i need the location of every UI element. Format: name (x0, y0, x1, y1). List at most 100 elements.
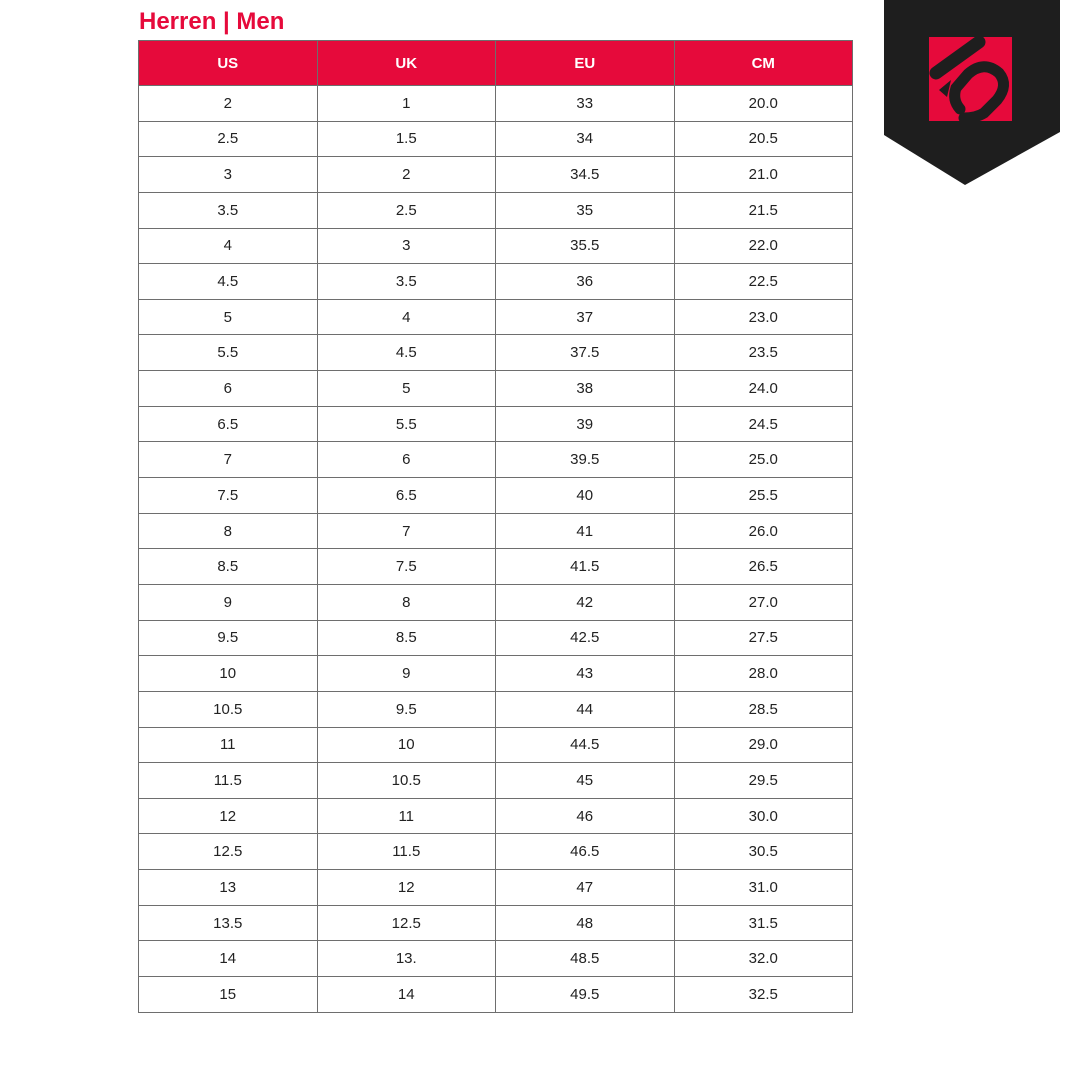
table-row: 4.5 3.5 36 22.5 (138, 263, 853, 300)
cell-us: 11.5 (138, 762, 318, 799)
cell-uk: 12.5 (316, 904, 496, 942)
cell-uk: 9 (316, 655, 496, 692)
table-row: 2.5 1.5 34 20.5 (138, 120, 853, 158)
cell-uk: 2.5 (316, 191, 496, 229)
cell-cm: 21.0 (673, 156, 853, 193)
cell-eu: 37.5 (495, 334, 675, 372)
cell-uk: 7 (316, 512, 496, 550)
table-row: 6 5 38 24.0 (138, 370, 853, 407)
cell-us: 13.5 (138, 904, 318, 942)
cell-eu: 35 (495, 191, 675, 229)
table-row: 9 8 42 27.0 (138, 583, 853, 621)
cell-us: 10 (138, 655, 318, 692)
table-row: 10.5 9.5 44 28.5 (138, 690, 853, 728)
cell-us: 4.5 (138, 263, 318, 300)
size-chart-table: US UK EU CM 2 1 33 20.0 2.5 1.5 34 20.5 3 2 34.5 21… (138, 40, 853, 1013)
cell-eu: 44 (495, 690, 675, 728)
table-row: 3.5 2.5 35 21.5 (138, 191, 853, 229)
cell-cm: 28.0 (673, 655, 853, 692)
cell-cm: 25.5 (673, 477, 853, 514)
table-row: 11.5 10.5 45 29.5 (138, 762, 853, 799)
cell-cm: 21.5 (673, 191, 853, 229)
cell-uk: 14 (316, 976, 496, 1013)
cell-uk: 1 (316, 85, 496, 122)
cell-cm: 24.5 (673, 405, 853, 443)
cell-cm: 32.0 (673, 940, 853, 978)
cell-us: 2 (138, 85, 318, 122)
cell-cm: 20.0 (673, 85, 853, 122)
cell-eu: 46.5 (495, 833, 675, 871)
table-row: 2 1 33 20.0 (138, 85, 853, 122)
table-row: 12 11 46 30.0 (138, 797, 853, 835)
table-row: 12.5 11.5 46.5 30.5 (138, 833, 853, 871)
cell-us: 2.5 (138, 120, 318, 158)
cell-eu: 42 (495, 583, 675, 621)
table-row: 8.5 7.5 41.5 26.5 (138, 548, 853, 585)
cell-uk: 9.5 (316, 690, 496, 728)
cell-us: 9.5 (138, 619, 318, 657)
cell-eu: 48 (495, 904, 675, 942)
cell-uk: 10 (316, 726, 496, 764)
cell-eu: 35.5 (495, 227, 675, 265)
cell-uk: 2 (316, 156, 496, 193)
cell-cm: 31.5 (673, 904, 853, 942)
table-row: 13 12 47 31.0 (138, 869, 853, 906)
cell-uk: 7.5 (316, 548, 496, 585)
header-cm: CM (673, 40, 853, 86)
cell-uk: 8.5 (316, 619, 496, 657)
cell-eu: 37 (495, 298, 675, 336)
table-row: 5 4 37 23.0 (138, 298, 853, 336)
cell-uk: 12 (316, 869, 496, 906)
cell-cm: 22.5 (673, 263, 853, 300)
cell-cm: 26.5 (673, 548, 853, 585)
table-row: 6.5 5.5 39 24.5 (138, 405, 853, 443)
cell-cm: 26.0 (673, 512, 853, 550)
cell-uk: 11 (316, 797, 496, 835)
cell-us: 6.5 (138, 405, 318, 443)
cell-uk: 8 (316, 583, 496, 621)
cell-cm: 27.5 (673, 619, 853, 657)
table-row: 15 14 49.5 32.5 (138, 976, 853, 1013)
cell-cm: 32.5 (673, 976, 853, 1013)
cell-uk: 5.5 (316, 405, 496, 443)
cell-us: 9 (138, 583, 318, 621)
cell-eu: 41.5 (495, 548, 675, 585)
cell-us: 7 (138, 441, 318, 479)
table-row: 5.5 4.5 37.5 23.5 (138, 334, 853, 372)
header-uk: UK (316, 40, 496, 86)
cell-cm: 24.0 (673, 370, 853, 407)
cell-us: 11 (138, 726, 318, 764)
cell-eu: 36 (495, 263, 675, 300)
cell-uk: 11.5 (316, 833, 496, 871)
cell-eu: 46 (495, 797, 675, 835)
cell-uk: 6.5 (316, 477, 496, 514)
cell-uk: 13. (316, 940, 496, 978)
cell-cm: 23.0 (673, 298, 853, 336)
cell-cm: 30.5 (673, 833, 853, 871)
cell-eu: 43 (495, 655, 675, 692)
cell-eu: 38 (495, 370, 675, 407)
cell-cm: 27.0 (673, 583, 853, 621)
page-title: Herren | Men (139, 8, 285, 35)
cell-uk: 6 (316, 441, 496, 479)
table-row: 10 9 43 28.0 (138, 655, 853, 692)
table-row: 11 10 44.5 29.0 (138, 726, 853, 764)
table-row: 7.5 6.5 40 25.5 (138, 477, 853, 514)
cell-eu: 40 (495, 477, 675, 514)
cell-cm: 22.0 (673, 227, 853, 265)
cell-eu: 39 (495, 405, 675, 443)
cell-us: 8 (138, 512, 318, 550)
cell-us: 4 (138, 227, 318, 265)
table-row: 14 13. 48.5 32.0 (138, 940, 853, 978)
cell-eu: 34 (495, 120, 675, 158)
cell-uk: 3 (316, 227, 496, 265)
table-row: 13.5 12.5 48 31.5 (138, 904, 853, 942)
cell-us: 5 (138, 298, 318, 336)
cell-eu: 34.5 (495, 156, 675, 193)
five-ten-logo-icon (884, 0, 1060, 185)
cell-uk: 4.5 (316, 334, 496, 372)
cell-us: 7.5 (138, 477, 318, 514)
cell-cm: 29.0 (673, 726, 853, 764)
cell-us: 3.5 (138, 191, 318, 229)
cell-us: 3 (138, 156, 318, 193)
